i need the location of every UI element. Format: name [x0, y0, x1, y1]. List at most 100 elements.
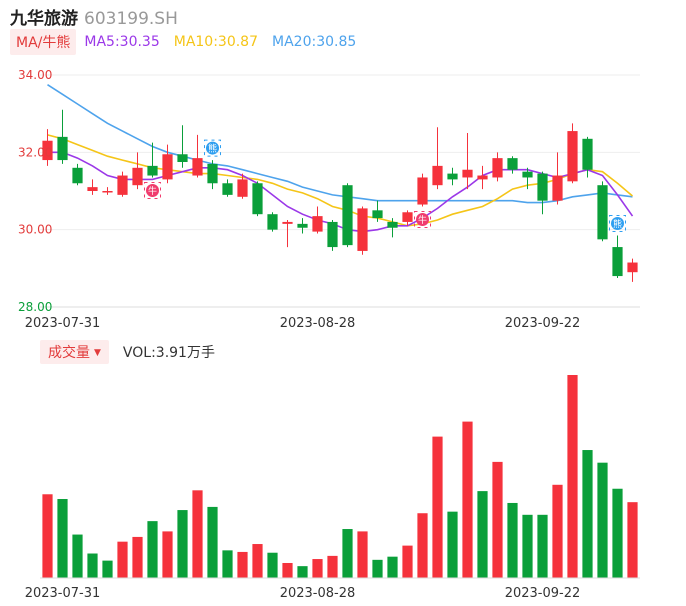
candle: [282, 221, 293, 224]
candle: [222, 183, 233, 195]
candle: [327, 221, 338, 248]
volume-bar: [447, 511, 458, 578]
candle: [57, 136, 68, 161]
candle: [537, 173, 548, 201]
ma-legend: MA/牛熊 MA5:30.35 MA10:30.87 MA20:30.85: [10, 29, 370, 55]
candle: [612, 247, 623, 277]
stock-header: 九华旅游 603199.SH: [10, 4, 178, 29]
volume-bar: [192, 490, 203, 578]
volume-bar: [432, 436, 443, 578]
volume-chart: 2023-07-31 2023-08-28 2023-09-22: [25, 375, 640, 601]
volume-bar: [462, 421, 473, 578]
volume-bar: [57, 499, 68, 578]
y-tick-label: 32.00: [18, 145, 52, 159]
candle: [162, 154, 173, 180]
candlestick-chart: 牛熊牛熊 34.0032.0030.0028.002023-07-31 2023-…: [18, 68, 640, 331]
y-tick-label: 28.00: [18, 300, 52, 314]
volume-toggle-button[interactable]: 成交量 ▼: [40, 340, 109, 364]
volume-bar: [492, 461, 503, 578]
candle: [342, 185, 353, 246]
candle: [297, 223, 308, 228]
volume-bar: [612, 488, 623, 578]
marker-glyph: 牛: [418, 214, 427, 226]
candle: [567, 131, 578, 182]
marker-frame: [144, 181, 161, 199]
candle: [627, 262, 638, 273]
x-tick-label: 2023-08-28: [280, 316, 356, 331]
volume-bar: [417, 513, 428, 578]
candle: [402, 212, 413, 222]
volume-bar: [357, 531, 368, 578]
marker-frame: [204, 139, 221, 157]
candle: [522, 171, 533, 178]
volume-bar: [282, 562, 293, 578]
candle: [447, 173, 458, 180]
volume-bar: [402, 545, 413, 578]
marker-frame: [414, 210, 431, 228]
marker-badge: [206, 141, 219, 155]
ma20-value: MA20:30.85: [272, 34, 357, 50]
marker-badge: [416, 212, 429, 226]
volume-bar: [252, 544, 263, 578]
candle: [432, 165, 443, 186]
ma20-line: [47, 84, 633, 204]
candle: [552, 175, 563, 201]
candle: [252, 183, 263, 215]
marker-frame: [609, 214, 626, 232]
x-tick-label: 2023-07-31: [25, 316, 101, 331]
x-tick-label: 2023-09-22: [505, 316, 581, 331]
ma-toggle-button[interactable]: MA/牛熊: [10, 29, 77, 55]
volume-bar: [372, 559, 383, 578]
volume-bar: [342, 529, 353, 578]
candle: [372, 210, 383, 219]
candle: [507, 158, 518, 170]
bear-marker-icon: 熊: [609, 214, 626, 232]
volume-bar: [72, 534, 83, 578]
volume-bar: [507, 502, 518, 578]
candle: [597, 185, 608, 240]
volume-x-tick-label: 2023-07-31: [25, 586, 101, 601]
volume-bar: [177, 510, 188, 578]
volume-bar: [597, 462, 608, 578]
volume-bar: [147, 521, 158, 578]
candle: [237, 179, 248, 197]
volume-bar: [297, 566, 308, 578]
volume-bar: [582, 450, 593, 578]
ma5-line: [47, 151, 634, 233]
volume-toggle-label: 成交量: [48, 345, 90, 361]
y-tick-label: 30.00: [18, 223, 52, 237]
bull-marker-icon: 牛: [414, 210, 431, 228]
candle: [207, 163, 218, 184]
volume-bar: [552, 484, 563, 578]
caret-down-icon: ▼: [94, 348, 101, 358]
candle: [477, 175, 488, 180]
volume-x-tick-label: 2023-09-22: [505, 586, 581, 601]
volume-bar: [132, 536, 143, 578]
volume-bar: [312, 559, 323, 578]
candle: [102, 191, 113, 193]
volume-bar: [117, 541, 128, 578]
volume-bar: [207, 506, 218, 578]
volume-bar: [627, 502, 638, 578]
candle: [132, 167, 143, 186]
candle: [147, 165, 158, 176]
volume-bar: [42, 494, 53, 578]
candle: [462, 169, 473, 178]
candle: [72, 167, 83, 184]
volume-bar: [237, 551, 248, 578]
ma10-value: MA10:30.87: [173, 34, 259, 50]
volume-bar: [267, 552, 278, 578]
marker-glyph: 牛: [148, 185, 157, 197]
volume-bar: [102, 560, 113, 578]
candle: [87, 187, 98, 191]
volume-bar: [537, 514, 548, 578]
volume-x-tick-label: 2023-08-28: [280, 586, 356, 601]
candle: [117, 175, 128, 195]
volume-bar: [162, 531, 173, 578]
volume-bar: [222, 550, 233, 578]
bear-marker-icon: 熊: [204, 139, 221, 157]
ma5-value: MA5:30.35: [84, 34, 160, 50]
candle: [192, 158, 203, 176]
stock-name: 九华旅游: [10, 9, 78, 29]
volume-legend: 成交量 ▼ VOL:3.91万手: [40, 340, 215, 364]
